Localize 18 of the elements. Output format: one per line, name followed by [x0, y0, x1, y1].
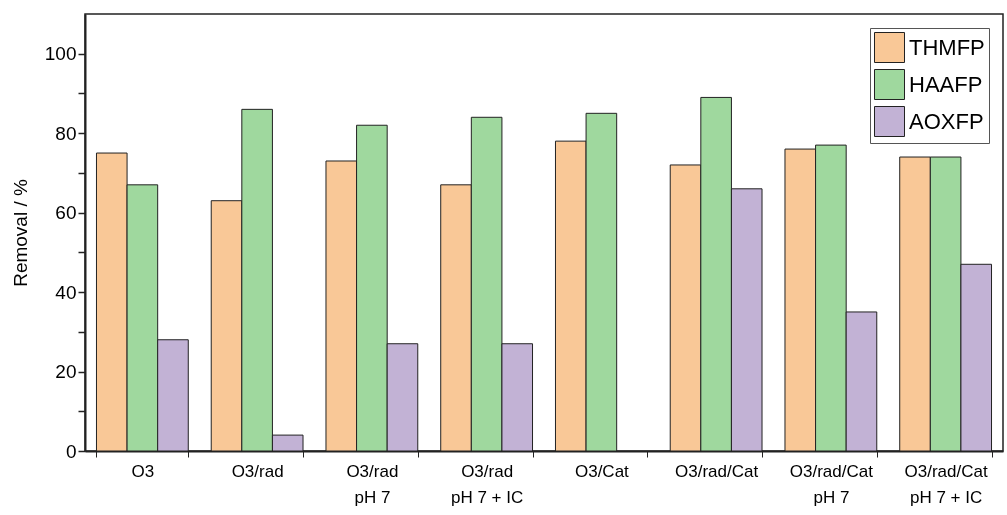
y-tick-label: 80 [55, 122, 77, 144]
x-tick-label: O3/rad pH 7 + IC [450, 461, 524, 507]
y-tick-label: 0 [65, 440, 77, 462]
x-tick-label: O3/rad pH 7 [346, 461, 399, 507]
y-tick-label: 60 [55, 202, 77, 224]
x-tick-label: O3/rad/Cat [675, 461, 759, 481]
x-tick-label: O3/rad/Cat pH 7 + IC [904, 461, 988, 507]
y-axis-title: Removal / % [9, 179, 31, 287]
y-tick-label: 20 [55, 361, 77, 383]
y-tick-label: 100 [44, 43, 77, 65]
x-tick-label: O3 [131, 461, 155, 481]
x-tick-label: O3/rad/Cat pH 7 [789, 461, 874, 507]
legend-label: THMFP [909, 34, 985, 60]
x-tick-label: O3/rad [231, 461, 284, 481]
y-tick-label: 40 [55, 281, 77, 303]
legend-label: HAAFP [909, 71, 983, 97]
legend-label: AOXFP [909, 108, 984, 134]
x-tick-label: O3/Cat [574, 461, 630, 481]
